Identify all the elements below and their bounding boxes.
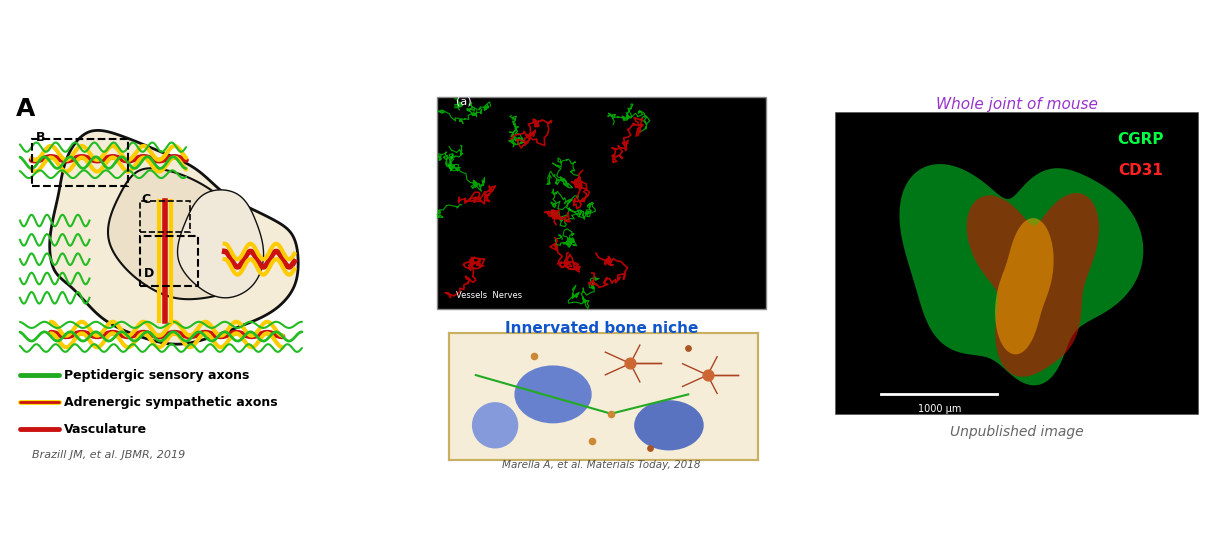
Text: Vessels  Nerves: Vessels Nerves [457, 291, 523, 300]
Text: Adrenergic sympathetic axons: Adrenergic sympathetic axons [65, 395, 277, 409]
Text: Whole joint of mouse: Whole joint of mouse [936, 97, 1097, 112]
Text: Innervated bone niche: Innervated bone niche [505, 321, 698, 336]
Text: D: D [143, 267, 154, 280]
Polygon shape [899, 164, 1144, 385]
Polygon shape [967, 193, 1099, 377]
Text: 1000 μm: 1000 μm [918, 404, 960, 414]
Text: Peptidergic sensory axons: Peptidergic sensory axons [65, 369, 249, 382]
Bar [139, 236, 198, 286]
Ellipse shape [634, 400, 704, 451]
Point [582, 436, 601, 445]
Point [640, 444, 660, 453]
Bar [448, 333, 758, 460]
PathPatch shape [50, 130, 298, 344]
Bar [139, 201, 189, 232]
Text: CD31: CD31 [1118, 163, 1163, 178]
Text: Marella A, et al. Materials Today, 2018: Marella A, et al. Materials Today, 2018 [502, 460, 700, 470]
Point [621, 359, 640, 368]
Point [601, 409, 621, 418]
Circle shape [472, 402, 518, 448]
Text: (a): (a) [457, 97, 472, 106]
Text: C: C [142, 193, 150, 206]
Point [698, 370, 717, 379]
Text: Brazill JM, et al. JBMR, 2019: Brazill JM, et al. JBMR, 2019 [32, 450, 185, 460]
Bar [835, 113, 1199, 414]
Point [524, 351, 544, 360]
Text: A: A [16, 97, 35, 121]
Text: Vasculature: Vasculature [65, 423, 148, 436]
Text: CGRP: CGRP [1117, 131, 1163, 146]
PathPatch shape [108, 168, 252, 299]
Text: Unpublished image: Unpublished image [949, 426, 1084, 439]
Text: B: B [35, 131, 45, 144]
Bar [437, 97, 765, 309]
Polygon shape [995, 218, 1053, 354]
Bar [32, 139, 128, 186]
Ellipse shape [514, 365, 591, 423]
PathPatch shape [177, 190, 264, 298]
Point [678, 344, 698, 353]
